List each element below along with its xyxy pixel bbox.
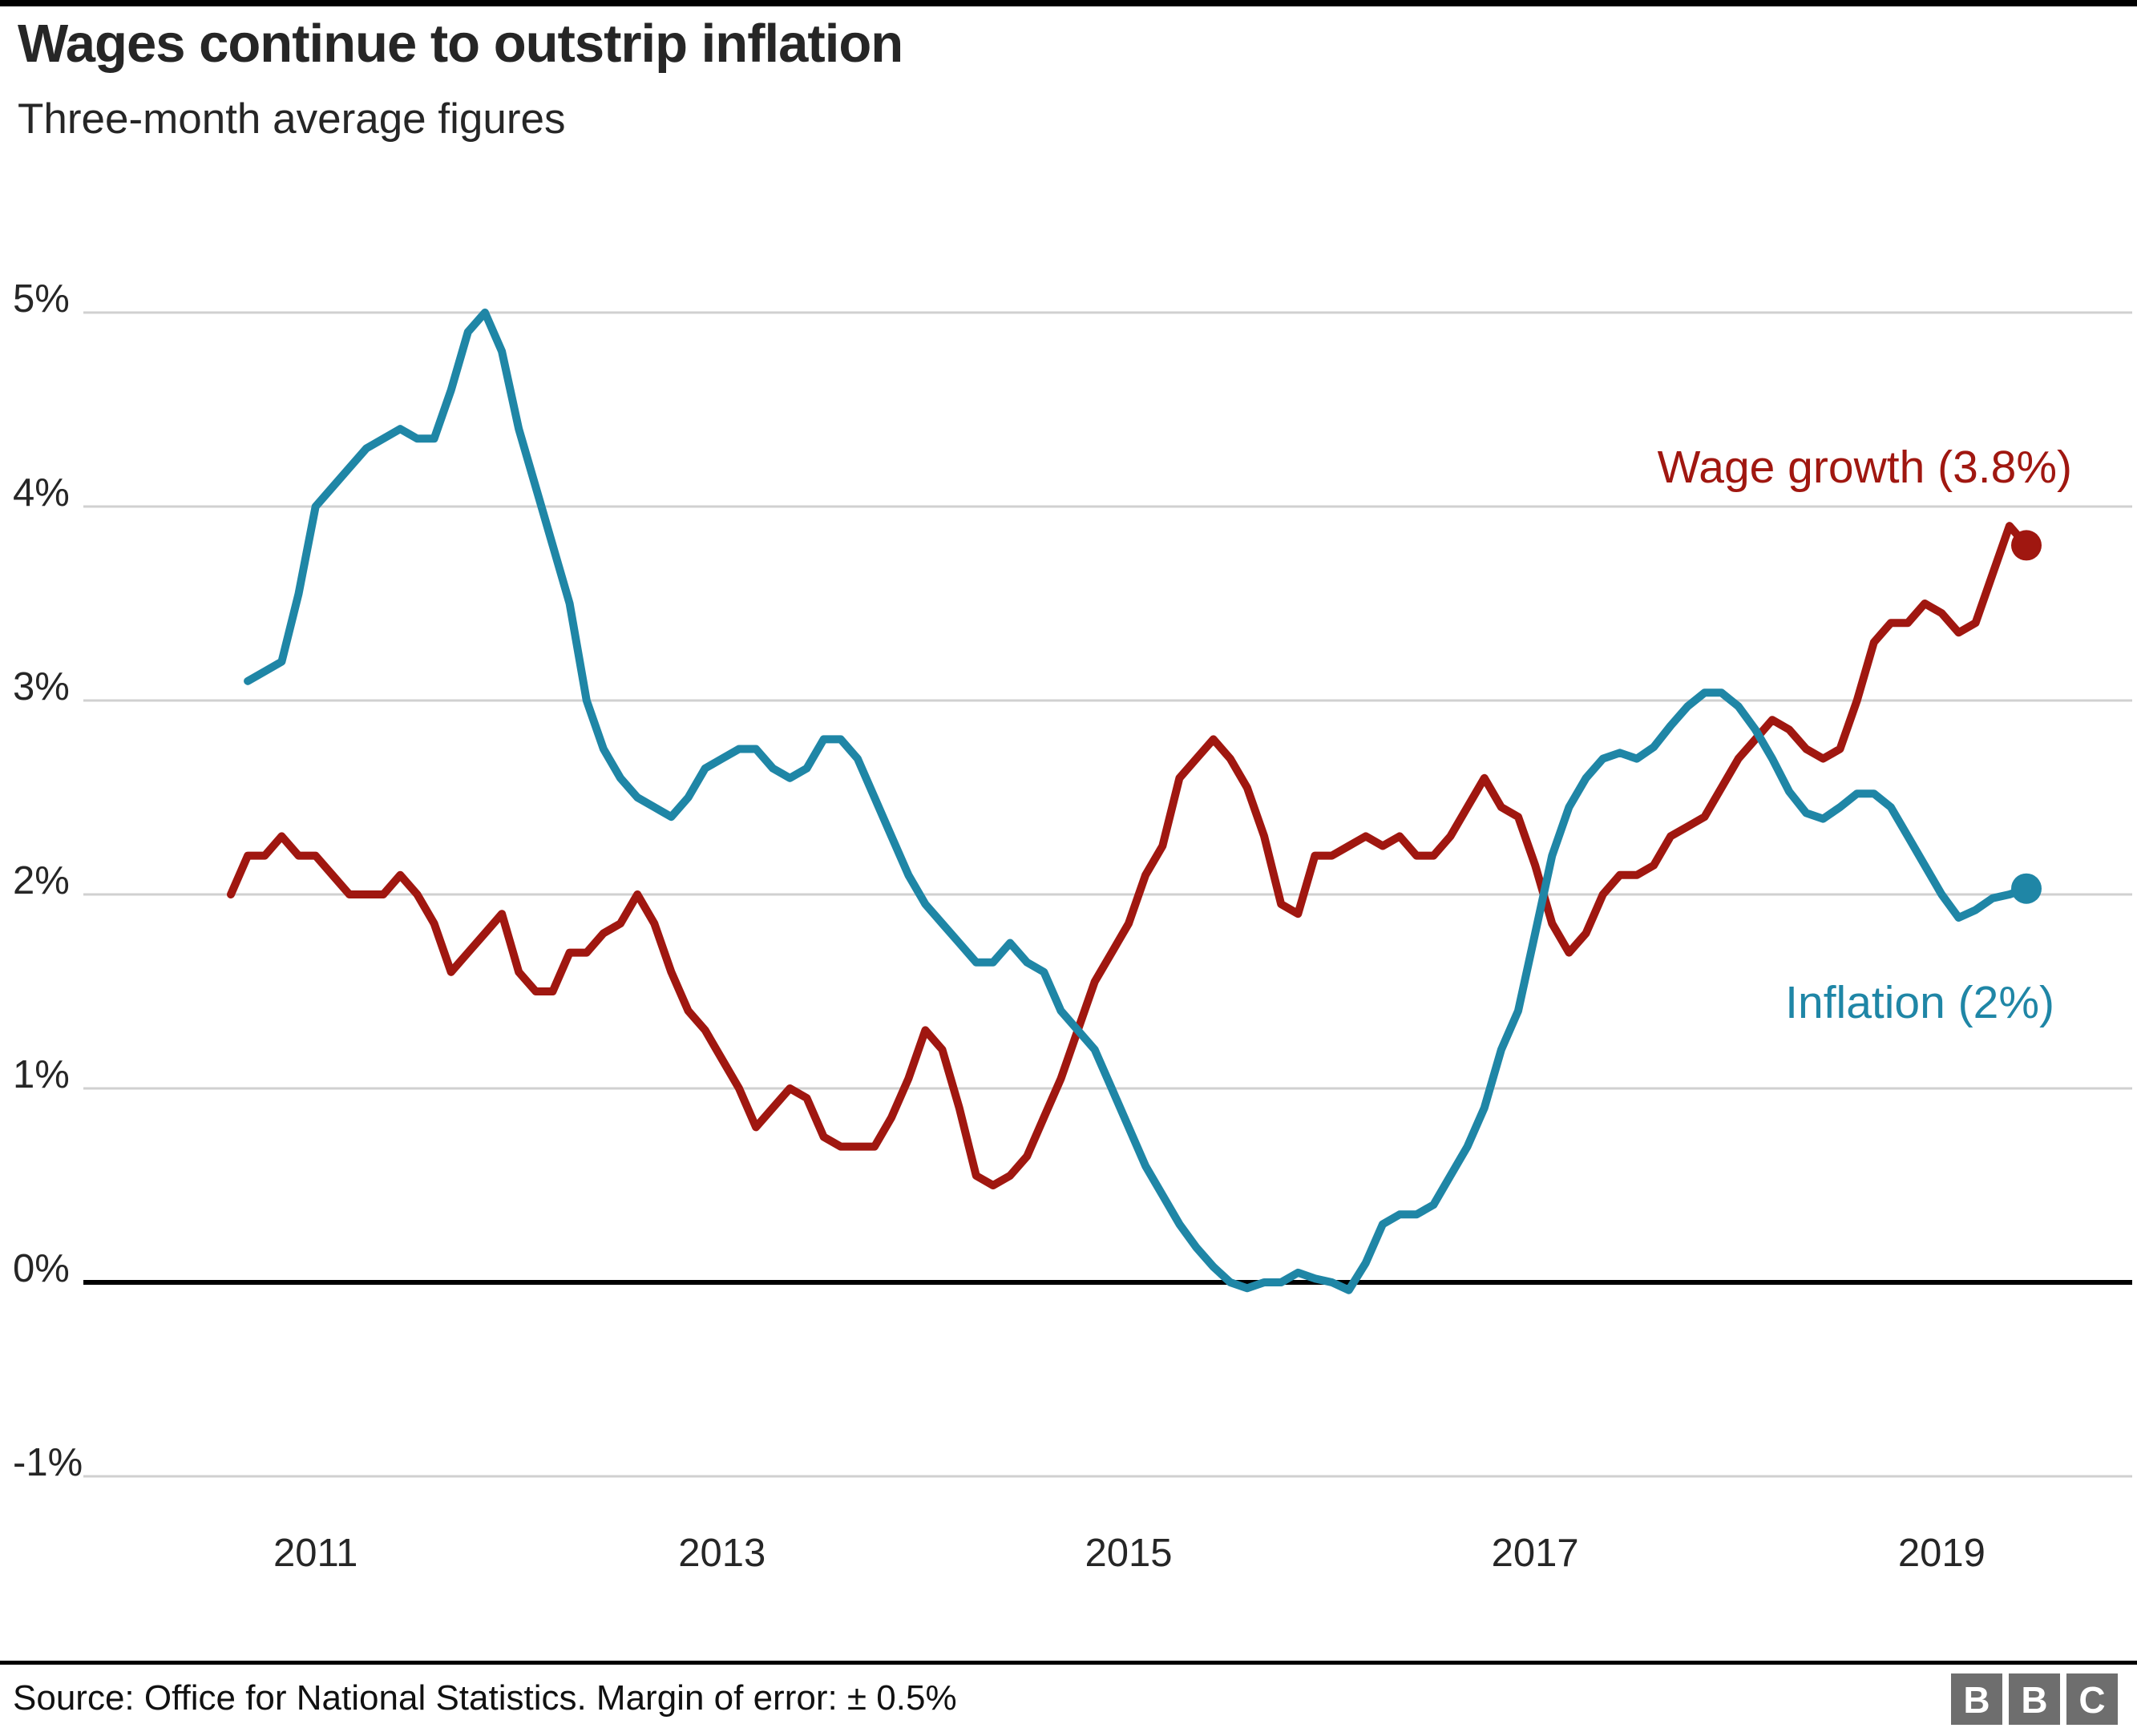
bbc-logo-letter-3: C [2066, 1673, 2118, 1725]
page-title: Wages continue to outstrip inflation [18, 14, 903, 74]
y-axis-label--1%: -1% [13, 1441, 83, 1484]
y-axis-label-4%: 4% [13, 471, 70, 515]
bbc-logo-letter-2: B [2009, 1673, 2060, 1725]
wage-growth-series-label: Wage growth (3.8%) [1657, 442, 2072, 493]
top-border-bar [0, 0, 2137, 6]
x-axis-label-2011: 2011 [273, 1532, 358, 1575]
source-attribution: Source: Office for National Statistics. … [13, 1678, 957, 1718]
wage-growth-end-dot [2011, 530, 2042, 561]
y-axis-label-5%: 5% [13, 277, 70, 321]
x-axis-label-2017: 2017 [1491, 1532, 1579, 1575]
y-axis-label-2%: 2% [13, 859, 70, 902]
inflation-end-dot [2011, 873, 2042, 904]
x-axis-label-2013: 2013 [678, 1532, 766, 1575]
inflation-series-label: Inflation (2%) [1785, 977, 2054, 1028]
bbc-logo-letter-1: B [1951, 1673, 2002, 1725]
y-axis-label-1%: 1% [13, 1053, 70, 1096]
page-subtitle: Three-month average figures [18, 95, 566, 143]
y-axis-label-3%: 3% [13, 665, 70, 709]
x-axis-label-2019: 2019 [1897, 1532, 1986, 1575]
wage-growth-line [227, 522, 2030, 1189]
inflation-line [244, 309, 2030, 1294]
y-axis-label-0%: 0% [13, 1247, 70, 1290]
x-axis-label-2015: 2015 [1085, 1532, 1173, 1575]
footer-divider-line [0, 1661, 2137, 1665]
